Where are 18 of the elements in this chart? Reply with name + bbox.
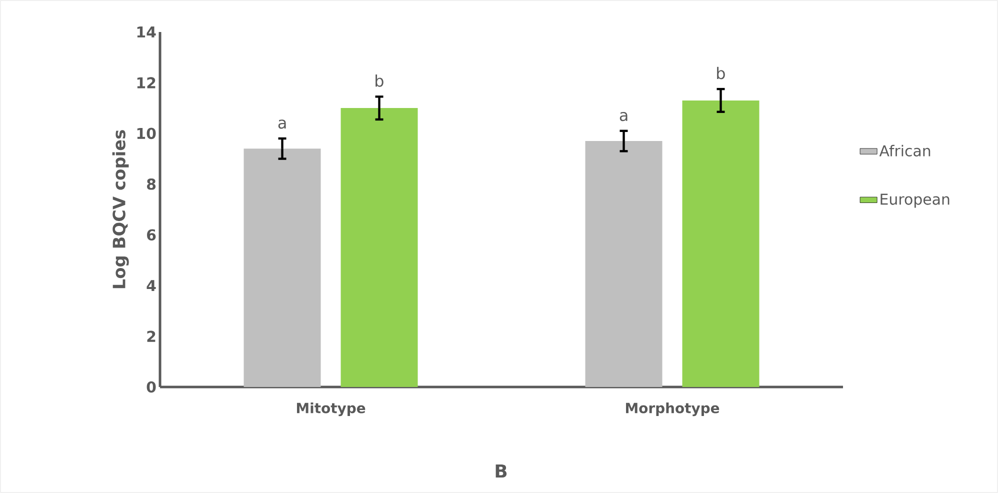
y-tick-label: 2 bbox=[147, 330, 156, 342]
x-tick-label: Mitotype bbox=[296, 402, 366, 416]
text: B bbox=[496, 464, 507, 478]
x-tick-label: Morphotype bbox=[626, 402, 720, 416]
y-tick-label: 12 bbox=[137, 77, 156, 88]
y-tick-label: 4 bbox=[146, 280, 156, 292]
y-tick-label: 0 bbox=[146, 381, 156, 393]
annotation: b bbox=[717, 66, 725, 80]
y-tick-label: 14 bbox=[137, 26, 156, 38]
y-axis-title: Log BQCV copies bbox=[112, 130, 129, 288]
legend-label: African bbox=[879, 144, 930, 156]
y-tick-label: 8 bbox=[147, 178, 156, 190]
annotation: a bbox=[620, 112, 628, 122]
annotation: b bbox=[376, 74, 384, 87]
y-tick-label: 6 bbox=[147, 229, 156, 240]
annotation: a bbox=[278, 120, 286, 129]
y-tick-label: 10 bbox=[137, 128, 156, 140]
legend-label: European bbox=[880, 194, 950, 208]
